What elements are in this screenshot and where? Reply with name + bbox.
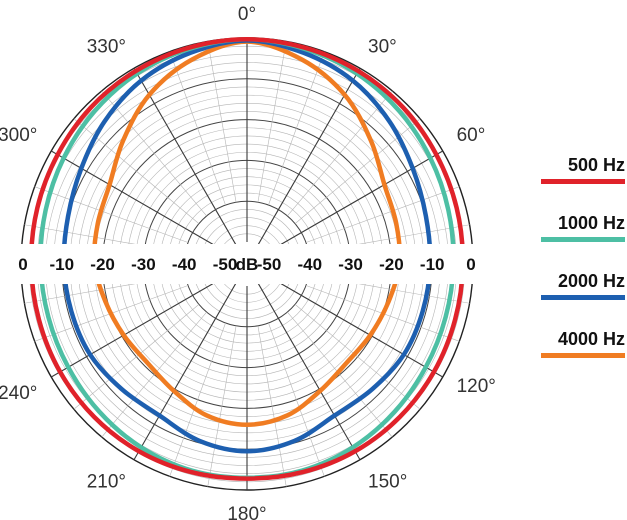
angle-label: 180° bbox=[227, 504, 266, 520]
legend-item-4000hz: 4000 Hz bbox=[541, 328, 627, 386]
db-tick-label: -40 bbox=[298, 255, 323, 274]
legend-label: 4000 Hz bbox=[557, 329, 625, 349]
db-unit-label: dB bbox=[236, 255, 259, 274]
db-tick-label: -50 bbox=[213, 255, 238, 274]
legend-swatch bbox=[541, 353, 625, 358]
angle-label: 150° bbox=[368, 472, 407, 493]
series-curve-2000hz bbox=[61, 38, 433, 454]
db-tick-label: -20 bbox=[90, 255, 115, 274]
angle-label: 330° bbox=[87, 36, 126, 57]
minor-spoke bbox=[73, 304, 200, 410]
minor-spoke bbox=[268, 51, 325, 206]
minor-spoke bbox=[207, 325, 237, 487]
legend-item-1000hz: 1000 Hz bbox=[541, 212, 627, 270]
minor-spoke bbox=[268, 322, 325, 477]
angle-label: 240° bbox=[0, 383, 37, 404]
minor-spoke bbox=[294, 304, 421, 410]
major-spoke bbox=[133, 68, 237, 246]
minor-spoke bbox=[257, 41, 287, 203]
angle-label: 0° bbox=[238, 4, 256, 25]
minor-spoke bbox=[287, 90, 393, 217]
legend-swatch bbox=[541, 295, 625, 300]
angle-label: 120° bbox=[457, 376, 496, 397]
series-curves bbox=[28, 36, 466, 481]
major-spoke bbox=[257, 282, 361, 460]
minor-spoke bbox=[287, 311, 393, 438]
minor-spoke bbox=[34, 186, 189, 243]
legend-swatch bbox=[541, 237, 625, 242]
angle-label: 60° bbox=[457, 125, 486, 146]
legend-item-2000hz: 2000 Hz bbox=[541, 270, 627, 328]
legend-label: 500 Hz bbox=[567, 155, 625, 175]
angle-label: 30° bbox=[368, 36, 397, 57]
major-spoke bbox=[51, 274, 229, 378]
angle-label: 210° bbox=[87, 472, 126, 493]
legend-item-500hz: 500 Hz bbox=[541, 154, 627, 212]
db-tick-label: -30 bbox=[131, 255, 156, 274]
minor-spoke bbox=[101, 90, 207, 217]
angle-labels: 0° 30° 60° 120° 150° 180° 210° 240° 300° 330° bbox=[0, 4, 496, 520]
db-band-background bbox=[0, 244, 527, 284]
legend-label: 2000 Hz bbox=[557, 271, 625, 291]
db-tick-label: 0 bbox=[18, 255, 27, 274]
minor-spoke bbox=[101, 311, 207, 438]
major-spoke bbox=[265, 274, 443, 378]
major-spoke bbox=[265, 150, 443, 254]
minor-spoke bbox=[169, 322, 226, 477]
db-tick-label: -50 bbox=[257, 255, 282, 274]
db-tick-label: -40 bbox=[172, 255, 197, 274]
db-tick-label: -20 bbox=[379, 255, 404, 274]
minor-spoke bbox=[169, 51, 226, 206]
minor-spoke bbox=[257, 325, 287, 487]
legend-label: 1000 Hz bbox=[557, 213, 625, 233]
series-curve-500hz bbox=[28, 36, 466, 481]
db-tick-label: -30 bbox=[338, 255, 363, 274]
legend-swatch bbox=[541, 179, 625, 184]
major-spoke bbox=[257, 68, 361, 246]
series-curve-4000hz bbox=[91, 39, 403, 427]
major-spoke bbox=[133, 282, 237, 460]
legend: 500 Hz 1000 Hz 2000 Hz 4000 Hz bbox=[541, 154, 627, 386]
db-tick-label: -10 bbox=[50, 255, 75, 274]
db-tick-label: 0 bbox=[466, 255, 475, 274]
minor-spoke bbox=[207, 41, 237, 203]
minor-spoke bbox=[305, 186, 460, 243]
angle-label: 300° bbox=[0, 125, 37, 146]
db-tick-label: -10 bbox=[420, 255, 445, 274]
major-spoke bbox=[51, 150, 229, 254]
